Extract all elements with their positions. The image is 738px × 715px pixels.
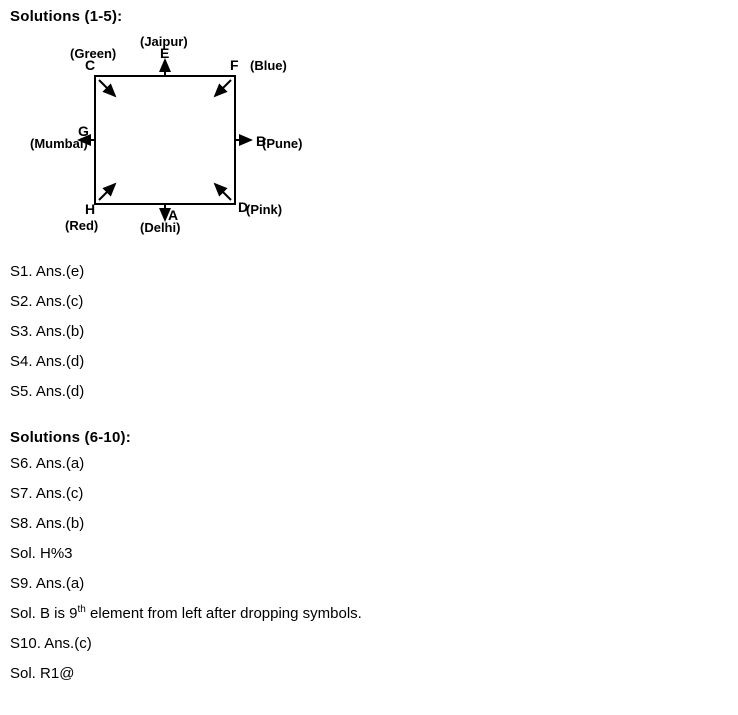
answer-line: S7. Ans.(c) (10, 485, 728, 503)
solutions-6-10-block: Solutions (6-10): S6. Ans.(a) S7. Ans.(c)… (10, 429, 728, 683)
diagram-svg: C(Green)E(Jaipur)F(Blue)G(Mumbai)B(Pune)… (10, 34, 310, 244)
seating-diagram: C(Green)E(Jaipur)F(Blue)G(Mumbai)B(Pune)… (10, 34, 728, 249)
answer-line: S6. Ans.(a) (10, 455, 728, 473)
answer-line: S8. Ans.(b) (10, 515, 728, 533)
answer-line: S9. Ans.(a) (10, 575, 728, 593)
svg-text:(Blue): (Blue) (250, 58, 287, 73)
svg-text:(Mumbai): (Mumbai) (30, 136, 88, 151)
answers-6-10: S6. Ans.(a) S7. Ans.(c) S8. Ans.(b) Sol. H%… (10, 455, 728, 683)
answer-line: Sol. B is 9th element from left after dr… (10, 605, 728, 623)
answer-line: S3. Ans.(b) (10, 323, 728, 341)
svg-text:F: F (230, 57, 239, 73)
answers-1-5: S1. Ans.(e) S2. Ans.(c) S3. Ans.(b) S4. Ans… (10, 263, 728, 401)
svg-text:(Pink): (Pink) (246, 202, 282, 217)
solutions-1-5-heading: Solutions (1-5): (10, 8, 728, 26)
svg-text:H: H (85, 201, 95, 217)
answer-line: S1. Ans.(e) (10, 263, 728, 281)
answer-line: S5. Ans.(d) (10, 383, 728, 401)
answer-line: Sol. R1@ (10, 665, 728, 683)
answer-line: Sol. H%3 (10, 545, 728, 563)
svg-text:(Delhi): (Delhi) (140, 220, 180, 235)
solutions-6-10-heading: Solutions (6-10): (10, 429, 728, 447)
svg-text:(Red): (Red) (65, 218, 98, 233)
answer-line: S2. Ans.(c) (10, 293, 728, 311)
svg-text:(Pune): (Pune) (262, 136, 302, 151)
answer-line: S10. Ans.(c) (10, 635, 728, 653)
svg-text:(Green): (Green) (70, 46, 116, 61)
answer-line: S4. Ans.(d) (10, 353, 728, 371)
solutions-1-5-block: Solutions (1-5): C(Green)E(Jaipur)F(Blue… (10, 8, 728, 401)
svg-text:(Jaipur): (Jaipur) (140, 34, 188, 49)
